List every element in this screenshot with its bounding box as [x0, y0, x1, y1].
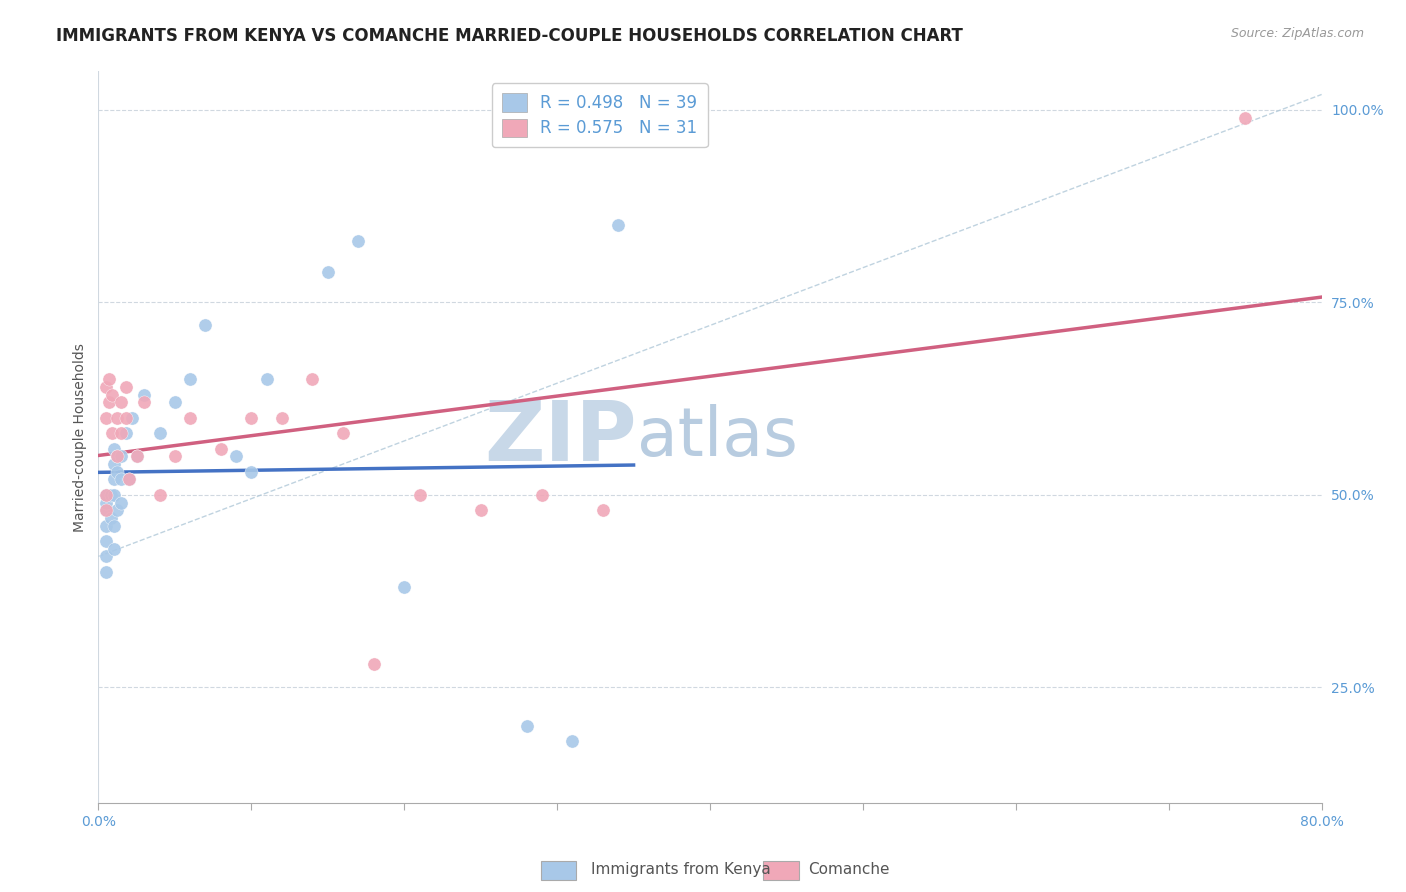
- Point: [561, 734, 583, 748]
- Point: [110, 426, 132, 441]
- Point: [94, 495, 117, 509]
- Point: [105, 465, 128, 479]
- Point: [110, 495, 132, 509]
- Point: [94, 518, 117, 533]
- Point: [347, 234, 370, 248]
- Point: [316, 264, 339, 278]
- Point: [110, 472, 132, 486]
- Point: [179, 372, 201, 386]
- Point: [101, 426, 124, 441]
- Point: [103, 518, 125, 533]
- Point: [256, 372, 278, 386]
- Point: [163, 450, 186, 464]
- Point: [94, 549, 117, 564]
- Point: [270, 410, 292, 425]
- Point: [240, 410, 263, 425]
- Point: [1234, 111, 1257, 125]
- Point: [470, 503, 492, 517]
- Point: [125, 450, 148, 464]
- Point: [98, 372, 121, 386]
- Point: [94, 503, 117, 517]
- Point: [94, 410, 117, 425]
- Point: [121, 410, 143, 425]
- Point: [105, 503, 128, 517]
- Point: [516, 719, 538, 733]
- Point: [118, 472, 141, 486]
- Point: [134, 395, 156, 409]
- Text: Comanche: Comanche: [808, 863, 890, 877]
- Point: [408, 488, 430, 502]
- Point: [163, 395, 186, 409]
- Point: [105, 450, 128, 464]
- Point: [209, 442, 232, 456]
- Point: [149, 426, 172, 441]
- Point: [101, 388, 124, 402]
- Point: [103, 442, 125, 456]
- Text: ZIP: ZIP: [484, 397, 637, 477]
- Point: [110, 450, 132, 464]
- Text: Immigrants from Kenya: Immigrants from Kenya: [591, 863, 770, 877]
- Point: [194, 318, 217, 333]
- Point: [94, 488, 117, 502]
- Text: Source: ZipAtlas.com: Source: ZipAtlas.com: [1230, 27, 1364, 40]
- Legend: R = 0.498   N = 39, R = 0.575   N = 31: R = 0.498 N = 39, R = 0.575 N = 31: [492, 83, 707, 147]
- Point: [134, 388, 156, 402]
- Point: [363, 657, 385, 672]
- Point: [103, 541, 125, 556]
- Point: [530, 488, 553, 502]
- Point: [179, 410, 201, 425]
- Point: [115, 380, 138, 394]
- Point: [225, 450, 247, 464]
- Point: [118, 472, 141, 486]
- Point: [94, 380, 117, 394]
- Point: [105, 410, 128, 425]
- Point: [392, 580, 416, 594]
- Point: [98, 395, 121, 409]
- Text: atlas: atlas: [637, 404, 797, 470]
- Point: [94, 488, 117, 502]
- Point: [105, 450, 128, 464]
- Point: [103, 488, 125, 502]
- Point: [100, 488, 122, 502]
- Point: [592, 503, 614, 517]
- Point: [607, 219, 630, 233]
- Point: [149, 488, 172, 502]
- Point: [94, 534, 117, 549]
- Point: [125, 450, 148, 464]
- Point: [301, 372, 323, 386]
- Point: [115, 426, 138, 441]
- Point: [103, 457, 125, 471]
- Point: [115, 410, 138, 425]
- Point: [240, 465, 263, 479]
- Text: IMMIGRANTS FROM KENYA VS COMANCHE MARRIED-COUPLE HOUSEHOLDS CORRELATION CHART: IMMIGRANTS FROM KENYA VS COMANCHE MARRIE…: [56, 27, 963, 45]
- Y-axis label: Married-couple Households: Married-couple Households: [73, 343, 87, 532]
- Point: [103, 472, 125, 486]
- Point: [100, 511, 122, 525]
- Point: [110, 395, 132, 409]
- Point: [94, 503, 117, 517]
- Point: [94, 565, 117, 579]
- Point: [332, 426, 354, 441]
